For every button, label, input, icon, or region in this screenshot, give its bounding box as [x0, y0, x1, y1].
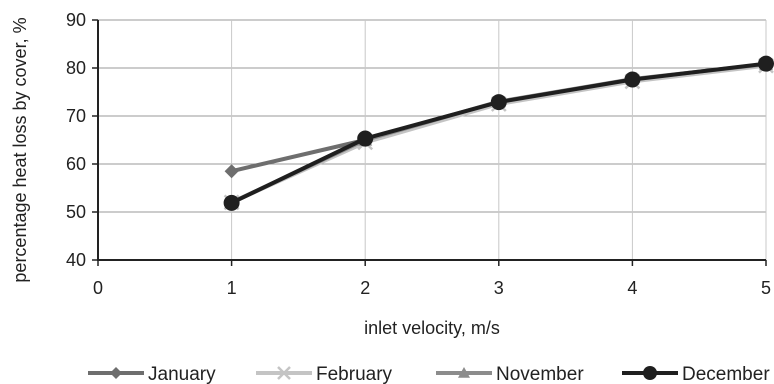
legend-marker: [643, 366, 657, 380]
y-tick-labels: 40 50 60 70 80 90: [66, 10, 86, 270]
grid: [98, 19, 767, 260]
legend-marker: [458, 367, 470, 378]
data-point: [357, 130, 374, 147]
y-tick-label: 80: [66, 58, 86, 78]
x-tick-label: 3: [494, 278, 504, 298]
marker-stroke: [277, 366, 291, 380]
legend-marker: [110, 367, 122, 379]
x-axis-title: inlet velocity, m/s: [364, 318, 500, 338]
x-tick-label: 0: [93, 278, 103, 298]
legend-item-january: January: [88, 364, 216, 384]
y-tick-label: 40: [66, 250, 86, 270]
legend-label: February: [316, 364, 393, 384]
legend-label: January: [148, 364, 216, 384]
legend-label: December: [682, 364, 770, 384]
y-tick-label: 90: [66, 10, 86, 30]
legend-marker: [277, 366, 291, 380]
x-tick-label: 2: [360, 278, 370, 298]
data-point: [223, 194, 240, 211]
series-group: [223, 55, 774, 211]
x-tick-label: 4: [627, 278, 637, 298]
legend-item-november: November: [436, 364, 584, 384]
y-tick-label: 70: [66, 106, 86, 126]
legend-item-february: February: [256, 364, 393, 384]
x-tick-labels: 0 1 2 3 4 5: [93, 278, 771, 298]
series-december: [223, 55, 774, 211]
data-point: [624, 71, 641, 88]
axes: [92, 19, 767, 266]
y-tick-label: 60: [66, 154, 86, 174]
y-tick-label: 50: [66, 202, 86, 222]
y-axis-title: percentage heat loss by cover, %: [10, 17, 30, 282]
x-tick-label: 1: [227, 278, 237, 298]
legend: January February November December: [88, 364, 770, 384]
data-point: [758, 55, 774, 72]
legend-item-december: December: [622, 364, 770, 384]
data-point: [224, 164, 239, 179]
legend-label: November: [496, 364, 584, 384]
data-point: [490, 94, 507, 111]
x-tick-label: 5: [761, 278, 771, 298]
